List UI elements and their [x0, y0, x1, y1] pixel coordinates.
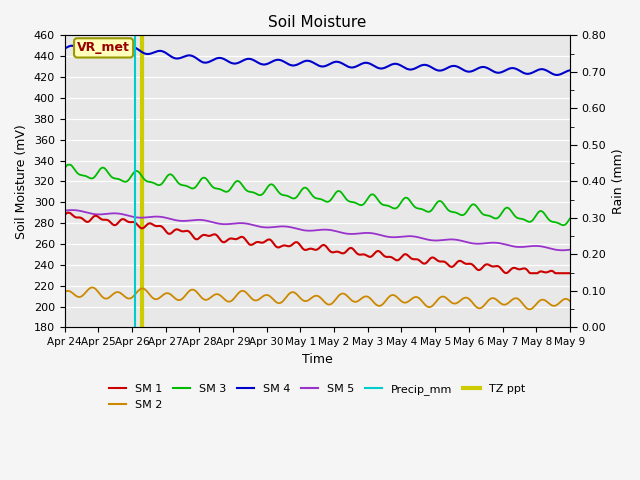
SM 5 — [558, 247, 566, 253]
SM 3 — [301, 185, 309, 191]
SM 5 — [335, 229, 343, 235]
SM 1 — [335, 249, 343, 255]
SM 4 — [362, 60, 370, 66]
SM 1 — [64, 210, 72, 216]
Line: SM 3: SM 3 — [65, 165, 570, 225]
SM 5 — [61, 208, 68, 214]
SM 3 — [65, 162, 72, 168]
Legend: SM 1, SM 2, SM 3, SM 4, SM 5, Precip_mm, TZ ppt: SM 1, SM 2, SM 3, SM 4, SM 5, Precip_mm,… — [105, 380, 529, 414]
SM 3 — [362, 198, 370, 204]
SM 3 — [566, 216, 573, 221]
SM 4 — [553, 72, 561, 78]
SM 4 — [305, 58, 312, 64]
SM 4 — [301, 58, 309, 64]
SM 2 — [61, 289, 68, 295]
SM 4 — [476, 65, 484, 71]
SM 5 — [305, 228, 312, 234]
Text: VR_met: VR_met — [77, 41, 130, 54]
Line: SM 1: SM 1 — [65, 213, 570, 273]
SM 5 — [362, 230, 370, 236]
SM 3 — [335, 188, 343, 194]
SM 3 — [555, 220, 563, 226]
SM 2 — [88, 285, 96, 290]
Line: SM 5: SM 5 — [65, 210, 570, 250]
Line: SM 4: SM 4 — [65, 46, 570, 75]
SM 3 — [61, 166, 68, 171]
X-axis label: Time: Time — [302, 353, 333, 366]
SM 5 — [68, 207, 76, 213]
Title: Soil Moisture: Soil Moisture — [268, 15, 366, 30]
SM 2 — [476, 305, 484, 311]
SM 2 — [525, 306, 533, 312]
SM 1 — [305, 246, 312, 252]
Y-axis label: Rain (mm): Rain (mm) — [612, 149, 625, 214]
SM 4 — [61, 46, 68, 51]
Y-axis label: Soil Moisture (mV): Soil Moisture (mV) — [15, 124, 28, 239]
SM 5 — [566, 247, 573, 252]
SM 2 — [301, 298, 309, 304]
SM 2 — [305, 297, 312, 303]
SM 4 — [566, 68, 573, 73]
SM 2 — [335, 293, 343, 299]
SM 2 — [566, 298, 573, 304]
SM 1 — [556, 270, 564, 276]
SM 3 — [305, 188, 312, 193]
SM 1 — [362, 252, 370, 258]
SM 4 — [335, 59, 343, 65]
SM 1 — [301, 247, 309, 253]
SM 1 — [476, 267, 484, 273]
SM 5 — [476, 241, 484, 247]
SM 1 — [527, 270, 534, 276]
SM 1 — [61, 213, 68, 218]
SM 2 — [362, 293, 370, 299]
SM 4 — [68, 43, 76, 48]
SM 1 — [566, 270, 573, 276]
SM 4 — [556, 72, 564, 77]
SM 2 — [556, 300, 564, 305]
SM 5 — [301, 228, 309, 233]
SM 3 — [476, 208, 484, 214]
SM 5 — [555, 247, 563, 253]
Line: SM 2: SM 2 — [65, 288, 570, 309]
SM 3 — [559, 222, 566, 228]
